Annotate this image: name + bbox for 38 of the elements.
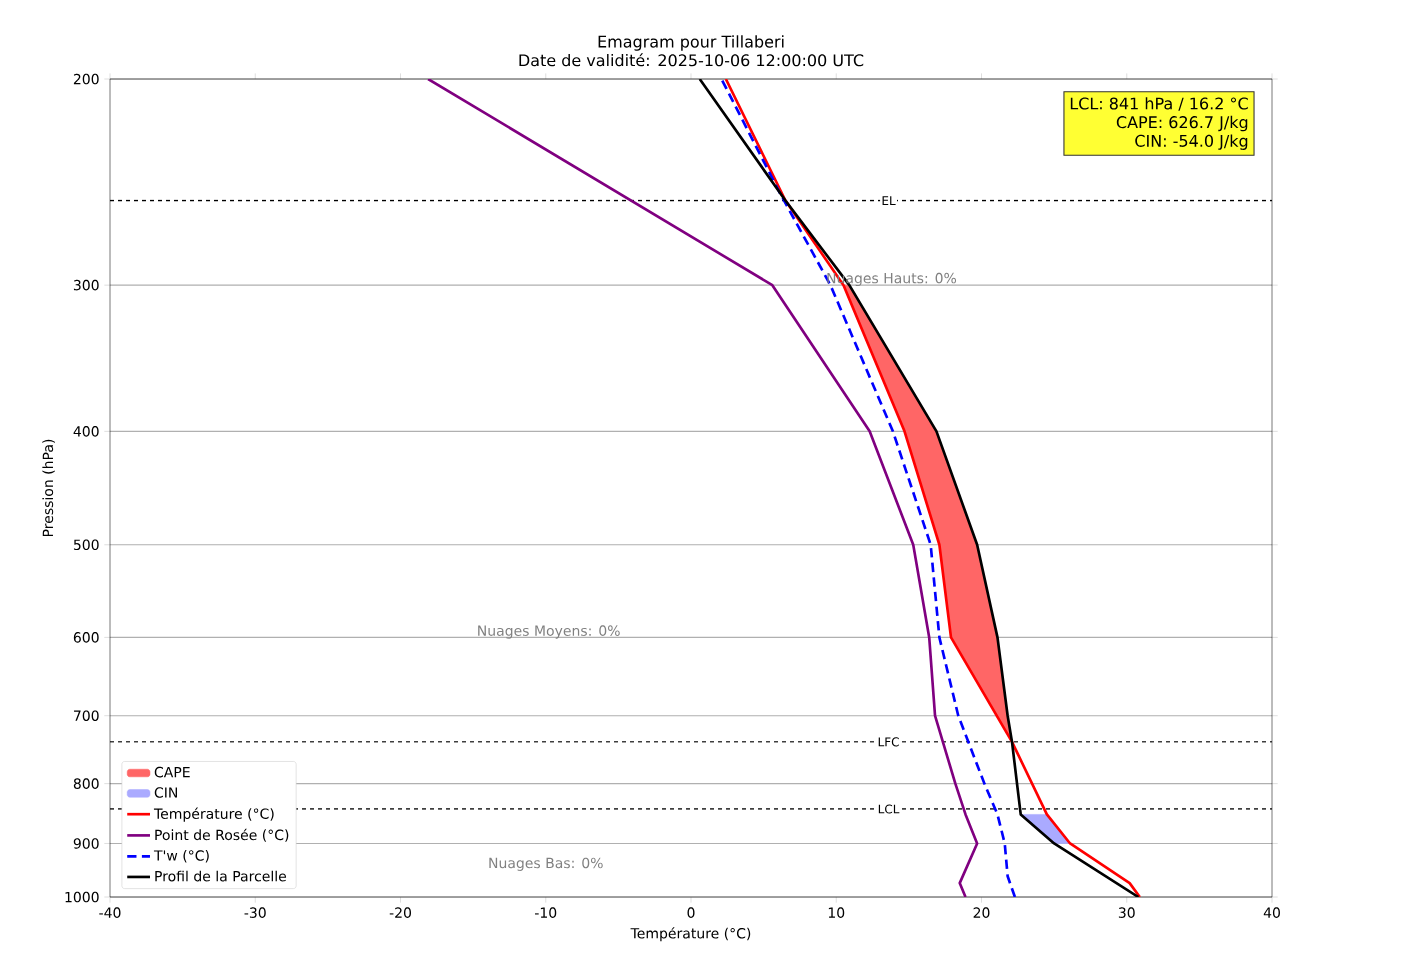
legend-label: Point de Rosée (°C) <box>155 828 289 842</box>
x-tick-label: 20 <box>973 907 990 918</box>
ref-line-label: LFC <box>878 737 899 747</box>
x-tick-label: -20 <box>389 907 411 918</box>
y-axis-title: Pression (hPa) <box>42 439 55 537</box>
line-series <box>720 79 1017 898</box>
chart-title: Emagram pour Tillaberi <box>598 35 784 51</box>
ref-line-label: LCL <box>878 804 900 814</box>
y-tick-label: 600 <box>73 632 99 643</box>
y-tick-label: 400 <box>73 426 99 437</box>
annotation: CIN: -54.0 J/kg <box>1135 134 1248 150</box>
line-series <box>426 79 979 898</box>
legend-label: Profil de la Parcelle <box>155 870 287 882</box>
chart-subtitle: Date de validité: 2025-10-06 12:00:00 UTC <box>519 53 864 67</box>
x-tick-label: 40 <box>1263 907 1280 918</box>
legend-label: T'w (°C) <box>153 850 209 863</box>
x-tick-label: 10 <box>828 907 845 918</box>
y-tick-label: 300 <box>73 279 99 291</box>
annotation: LCL: 841 hPa / 16.2 °C <box>1070 97 1248 111</box>
annotation: Nuages Bas: 0% <box>489 857 603 871</box>
legend-label: CAPE <box>154 766 190 778</box>
legend-label: CIN <box>154 787 177 798</box>
x-tick-label: 0 <box>687 907 695 918</box>
x-tick-label: -10 <box>535 907 557 918</box>
x-tick-label: -40 <box>99 907 121 918</box>
y-tick-label: 500 <box>73 539 99 551</box>
annotation: CAPE: 626.7 J/kg <box>1116 115 1248 132</box>
y-tick-label: 1000 <box>65 891 99 903</box>
y-tick-label: 900 <box>73 838 99 849</box>
x-tick-label: -30 <box>244 907 266 918</box>
y-tick-label: 700 <box>74 710 99 721</box>
ref-line-label: EL <box>882 196 896 205</box>
y-tick-label: 800 <box>73 778 99 789</box>
y-tick-label: 200 <box>73 73 99 85</box>
legend-label: Température (°C) <box>153 807 274 822</box>
x-axis-title: Température (°C) <box>630 927 751 942</box>
x-tick-label: 30 <box>1118 907 1135 918</box>
annotation: Nuages Moyens: 0% <box>478 625 620 639</box>
